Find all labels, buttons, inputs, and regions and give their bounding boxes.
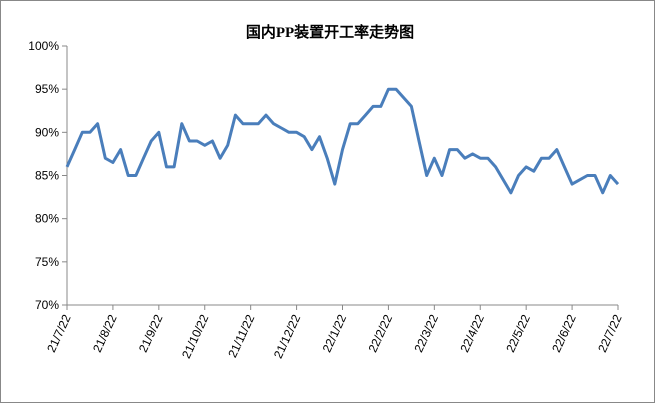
y-tick-label: 100% xyxy=(28,39,59,53)
line-series xyxy=(65,87,620,195)
y-tick-label: 80% xyxy=(35,212,59,226)
y-tick-label: 70% xyxy=(35,298,59,312)
y-tick-label: 95% xyxy=(35,82,59,96)
chart-title: 国内PP装置开工率走势图 xyxy=(246,23,414,41)
y-tick-label: 90% xyxy=(35,125,59,139)
y-tick-label: 75% xyxy=(35,255,59,269)
y-tick-label: 85% xyxy=(35,169,59,183)
